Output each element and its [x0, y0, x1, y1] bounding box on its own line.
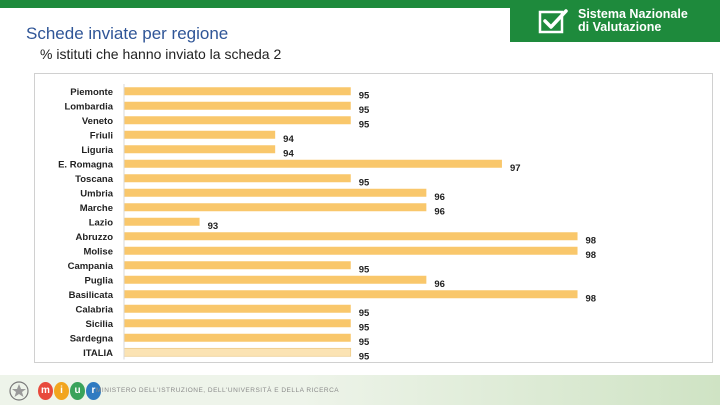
sistema-nazionale-logo: Sistema Nazionale di Valutazione	[510, 4, 720, 42]
y-tick-label: E. Romagna	[58, 159, 114, 170]
y-tick-label: Sardegna	[70, 333, 114, 344]
data-label: 98	[586, 235, 597, 246]
bar	[124, 145, 276, 154]
bar	[124, 116, 351, 125]
y-tick-label: Liguria	[81, 145, 113, 156]
footer-gradient	[300, 375, 720, 405]
bar	[124, 333, 351, 342]
chart-frame: Piemonte 95 Lombardia 95 Veneto 95 Friuli 94 Lig…	[34, 73, 713, 363]
data-label: 95	[359, 264, 370, 275]
bar	[124, 290, 578, 299]
bar	[124, 188, 427, 197]
bar	[124, 203, 427, 212]
data-label: 93	[208, 221, 219, 232]
bar	[124, 159, 502, 168]
data-label: 98	[586, 250, 597, 261]
y-tick-label: Puglia	[84, 275, 113, 286]
bar	[124, 174, 351, 183]
data-label: 95	[359, 308, 370, 319]
y-tick-label: Piemonte	[70, 87, 113, 98]
y-tick-label: Veneto	[82, 116, 113, 127]
y-tick-label: Marche	[80, 203, 113, 214]
ministry-name: MINISTERO DELL'ISTRUZIONE, DELL'UNIVERSI…	[96, 387, 340, 394]
bar	[124, 319, 351, 328]
y-tick-label: Toscana	[75, 174, 114, 185]
bar	[124, 87, 351, 96]
bar	[124, 304, 351, 313]
miur-letter-u: u	[70, 382, 85, 400]
bar	[124, 246, 578, 255]
bar	[124, 232, 578, 241]
data-label: 95	[359, 351, 370, 362]
brand-line-2: di Valutazione	[578, 20, 662, 34]
data-label: 95	[359, 322, 370, 333]
bar	[124, 130, 276, 139]
y-tick-label: Lombardia	[64, 101, 113, 112]
brand-line-1: Sistema Nazionale	[578, 7, 688, 21]
miur-logo: m i u r	[38, 382, 101, 400]
y-tick-label: Abruzzo	[76, 232, 114, 243]
bar-chart: Piemonte 95 Lombardia 95 Veneto 95 Friuli 94 Lig…	[58, 84, 597, 362]
brand-name: Sistema Nazionale di Valutazione	[578, 8, 688, 34]
data-label: 97	[510, 163, 521, 174]
miur-letter-r: r	[86, 382, 101, 400]
data-label: 96	[434, 206, 445, 217]
y-tick-label: Molise	[83, 246, 113, 257]
data-label: 95	[359, 105, 370, 116]
data-label: 95	[359, 177, 370, 188]
data-label: 95	[359, 337, 370, 348]
miur-letter-m: m	[38, 382, 53, 400]
y-tick-label: Friuli	[90, 130, 113, 141]
italian-emblem-icon	[9, 381, 29, 401]
data-label: 96	[434, 192, 445, 203]
data-label: 98	[586, 293, 597, 304]
y-tick-label: Calabria	[76, 304, 114, 315]
miur-letter-i: i	[54, 382, 69, 400]
bar	[124, 217, 200, 226]
chart-subtitle: % istituti che hanno inviato la scheda 2	[40, 46, 282, 62]
bar	[124, 261, 351, 270]
y-tick-label: Campania	[68, 261, 114, 272]
data-label: 95	[359, 119, 370, 130]
top-bar	[0, 0, 720, 8]
data-label: 95	[359, 90, 370, 101]
y-tick-label: Lazio	[89, 217, 113, 228]
checkbox-check-icon	[538, 9, 568, 34]
data-label: 96	[434, 279, 445, 290]
y-tick-label: Umbria	[80, 188, 113, 199]
bar	[124, 101, 351, 110]
y-tick-label: ITALIA	[83, 348, 113, 359]
page-title: Schede inviate per regione	[26, 24, 229, 43]
data-label: 94	[283, 148, 294, 159]
y-tick-label: Basilicata	[69, 290, 114, 301]
data-label: 94	[283, 134, 294, 145]
bar	[123, 347, 352, 357]
bar	[124, 275, 427, 284]
y-tick-label: Sicilia	[86, 319, 114, 330]
